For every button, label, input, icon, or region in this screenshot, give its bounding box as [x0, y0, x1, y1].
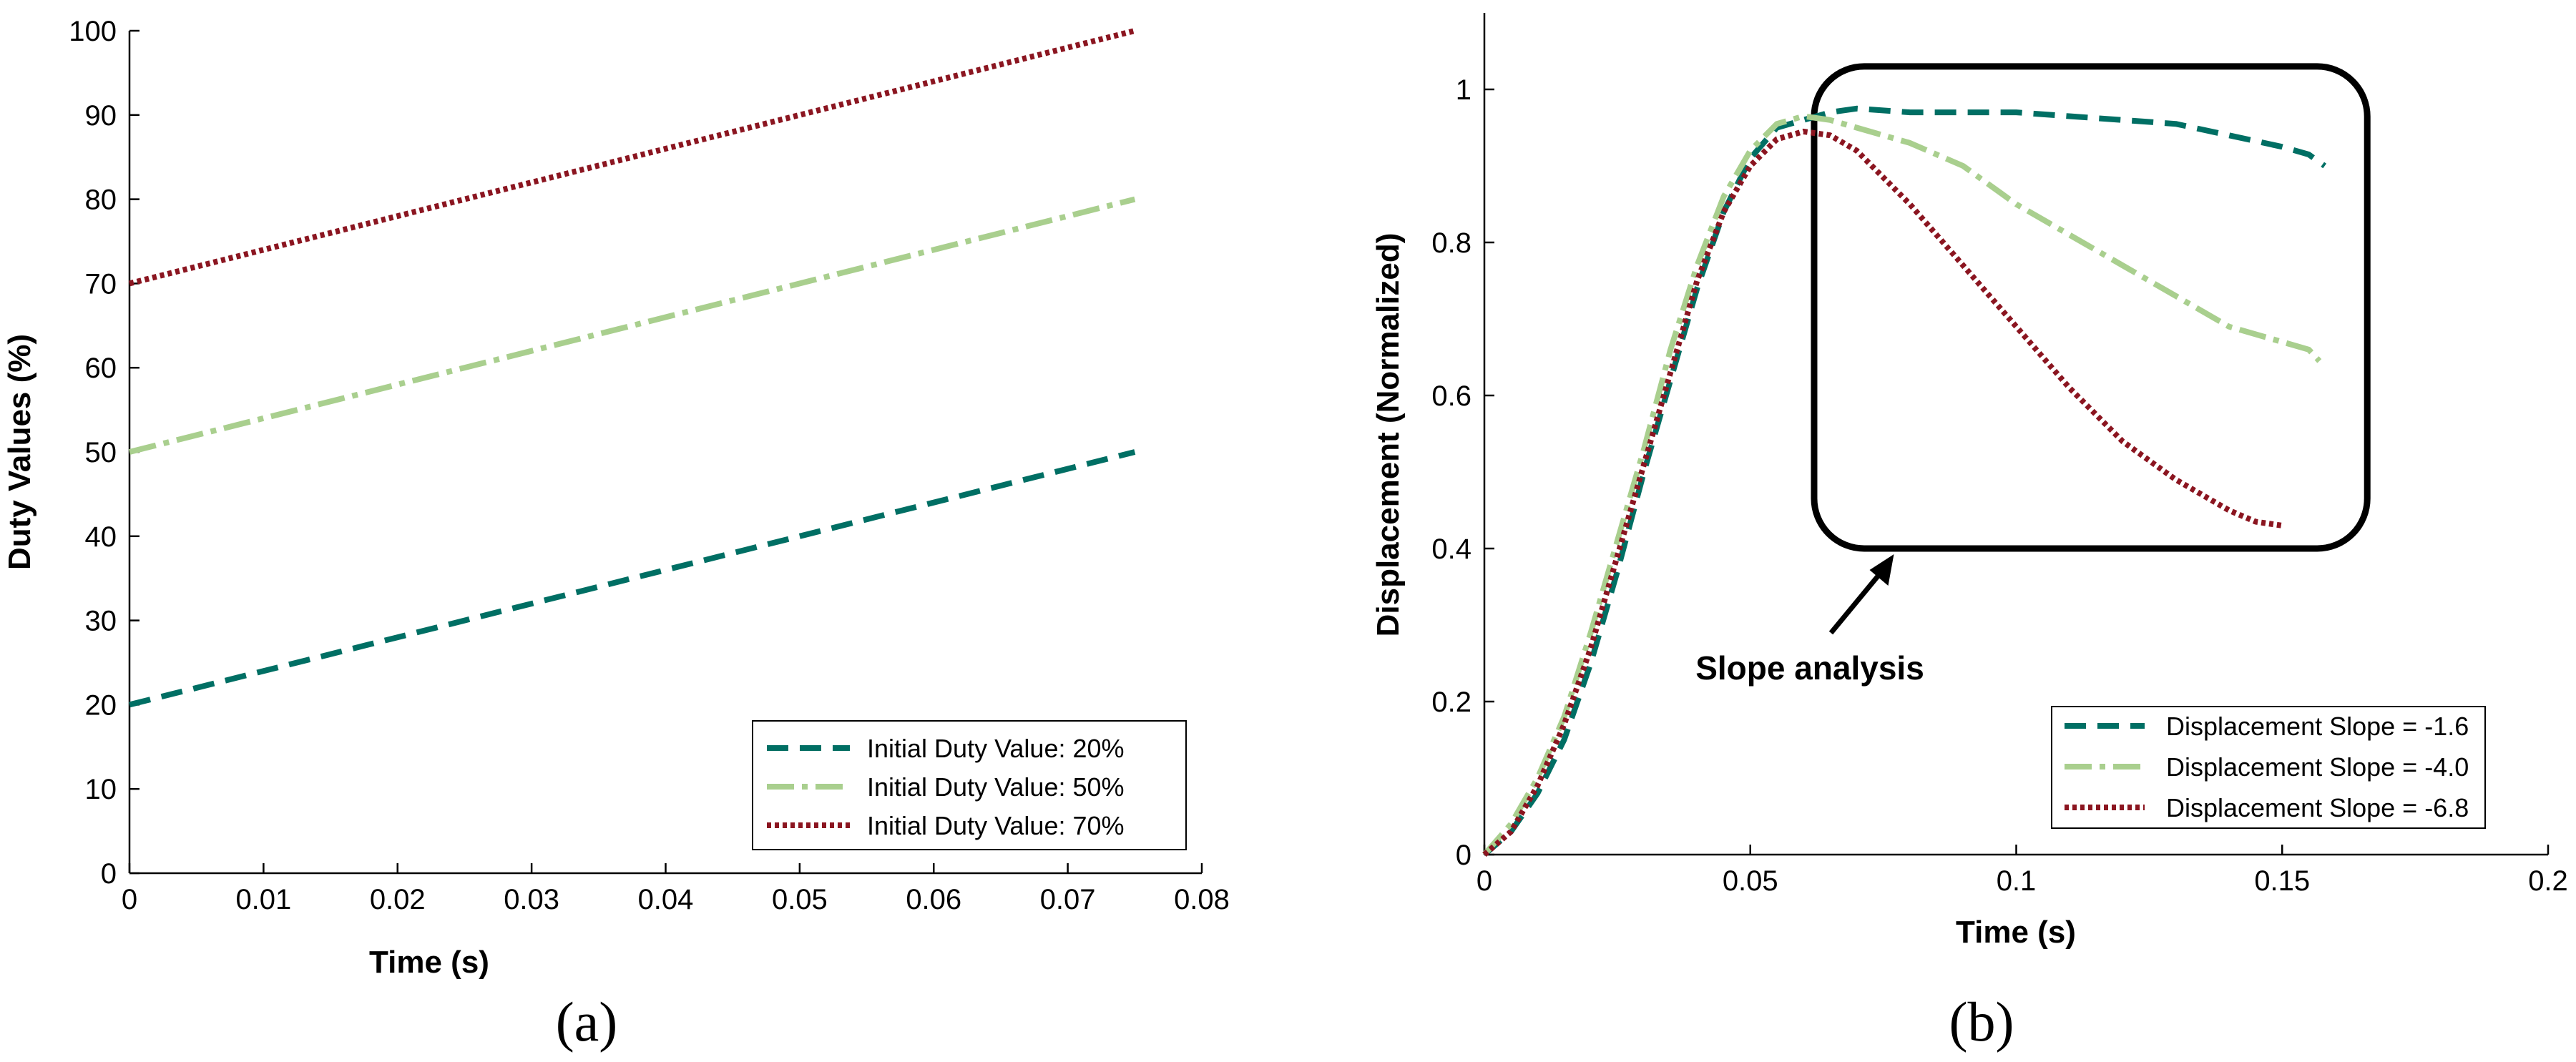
panel-a-x-tick-label: 0.04 — [638, 884, 694, 915]
panel-b-y-tick-label: 0.4 — [1431, 534, 1471, 565]
panel-b-y-tick-label: 0.6 — [1431, 380, 1471, 412]
panel-b-x-tick-label: 0.1 — [1997, 865, 2037, 897]
panel-b-y-tick-label: 0.2 — [1431, 687, 1471, 718]
panel-a-y-tick-label: 50 — [85, 437, 117, 468]
panel-a-xlabel: Time (s) — [369, 945, 489, 980]
panel-a-x-tick-label: 0.08 — [1174, 884, 1230, 915]
panel-a-x-tick-label: 0.06 — [906, 884, 961, 915]
panel-a-x-tick-label: 0.05 — [772, 884, 828, 915]
panel-b-x-tick-label: 0 — [1476, 865, 1492, 897]
slope-analysis-arrow-shaft — [1828, 565, 1888, 635]
panel-a-y-tick-label: 80 — [85, 185, 117, 216]
panel-a-y-tick-label: 0 — [101, 858, 117, 890]
panel-a-chart: Time (s) Duty Values (%) (a) 0 0.01 0.02 0.… — [2, 16, 1230, 1053]
slope-analysis-annotation: Slope analysis — [1695, 649, 1924, 687]
panel-b-series-line-1 — [1482, 105, 2327, 857]
panel-a-y-tick-label: 10 — [85, 774, 117, 805]
panel-a-x-tick-label: 0.02 — [370, 884, 426, 915]
panel-a-legend-label-3: Initial Duty Value: 70% — [867, 811, 1125, 840]
panel-b-y-tick-label: 0.8 — [1431, 227, 1471, 259]
panel-a-series-line-3 — [129, 28, 1136, 287]
slope-analysis-arrow-head — [1869, 554, 1894, 586]
panel-a-y-tick-label: 100 — [69, 16, 117, 47]
panel-a-x-tick-label: 0 — [122, 884, 137, 915]
panel-a-legend-label-2: Initial Duty Value: 50% — [867, 772, 1125, 802]
panel-b-x-tick-label: 0.2 — [2528, 865, 2568, 897]
panel-a-y-tick-label: 70 — [85, 268, 117, 300]
panel-a-legend-label-1: Initial Duty Value: 20% — [867, 734, 1125, 763]
panel-b-xlabel: Time (s) — [1956, 915, 2076, 950]
panel-b-caption: (b) — [1949, 990, 2014, 1053]
slope-analysis-box — [1811, 63, 2371, 552]
panel-a-caption: (a) — [556, 990, 618, 1053]
panel-b-x-tick-label: 0.05 — [1723, 865, 1778, 897]
panel-b-legend-label-1: Displacement Slope = -1.6 — [2166, 712, 2469, 741]
panel-b-series-line-2 — [1482, 113, 2322, 857]
panel-a-y-tick-label: 40 — [85, 521, 117, 553]
panel-b-chart: Time (s) Displacement (Normalized) (b) S… — [1371, 13, 2568, 1053]
panel-a-x-tick-label: 0.07 — [1040, 884, 1096, 915]
panel-a-x-tick-label: 0.01 — [235, 884, 291, 915]
panel-a-y-tick-label: 20 — [85, 689, 117, 721]
panel-b-y-tick-label: 0 — [1456, 840, 1471, 871]
panel-b-x-tick-label: 0.15 — [2254, 865, 2310, 897]
panel-b-y-tick-label: 1 — [1456, 74, 1471, 106]
panel-a-y-tick-label: 90 — [85, 100, 117, 132]
panel-a-y-tick-label: 60 — [85, 353, 117, 384]
panel-b-ylabel: Displacement (Normalized) — [1371, 233, 1406, 637]
panel-a-ylabel: Duty Values (%) — [2, 334, 37, 570]
panel-a-series-line-2 — [129, 196, 1136, 455]
panel-a-x-tick-label: 0.03 — [504, 884, 559, 915]
panel-a-series-line-1 — [129, 449, 1136, 708]
panel-b-legend-label-3: Displacement Slope = -6.8 — [2166, 793, 2469, 822]
panel-b-legend-label-2: Displacement Slope = -4.0 — [2166, 752, 2469, 782]
panel-b-series-line-3 — [1482, 128, 2283, 857]
panel-a-y-tick-label: 30 — [85, 606, 117, 637]
